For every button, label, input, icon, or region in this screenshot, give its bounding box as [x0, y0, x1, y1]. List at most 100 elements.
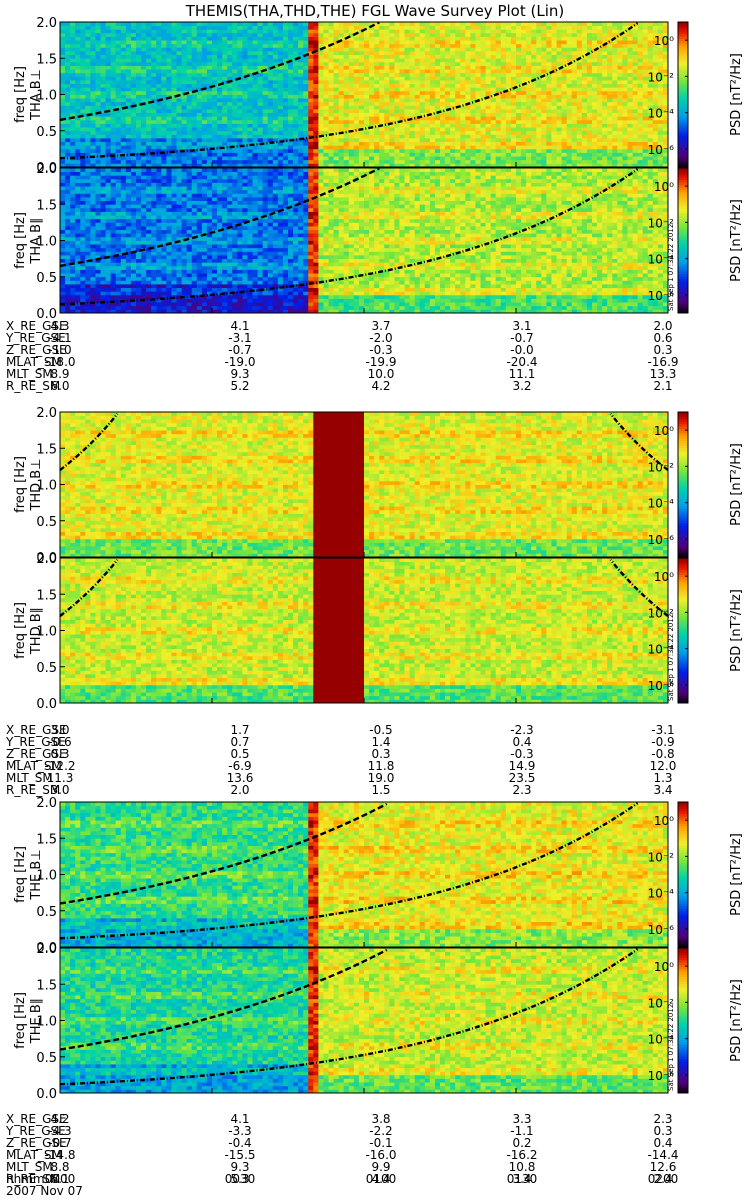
- spectrogram-cell: [500, 40, 507, 45]
- spectrogram-cell: [227, 116, 233, 121]
- spectrogram-cell: [440, 54, 446, 59]
- spectrogram-cell: [85, 29, 91, 34]
- spectrogram-cell: [328, 138, 334, 143]
- spectrogram-cell: [576, 130, 583, 135]
- spectrogram-cell: [267, 98, 274, 103]
- spectrogram-cell: [288, 116, 294, 121]
- spectrogram-cell: [561, 54, 568, 59]
- spectrogram-cell: [191, 54, 198, 59]
- spectrogram-cell: [151, 72, 157, 77]
- colorbar-segment: [678, 152, 688, 156]
- spectrogram-cell: [308, 72, 314, 77]
- spectrogram-cell: [125, 22, 132, 27]
- spectrogram-cell: [125, 138, 132, 143]
- spectrogram-cell: [257, 152, 264, 157]
- spectrogram-cell: [374, 112, 380, 117]
- spectrogram-cell: [465, 76, 471, 81]
- spectrogram-cell: [541, 105, 547, 110]
- spectrogram-cell: [237, 43, 243, 48]
- spectrogram-cell: [480, 98, 486, 103]
- spectrogram-cell: [364, 65, 370, 70]
- spectrogram-cell: [622, 159, 628, 164]
- spectrogram-cell: [500, 58, 507, 63]
- spectrogram-cell: [485, 148, 492, 153]
- spectrogram-cell: [338, 152, 345, 157]
- spectrogram-cell: [232, 32, 238, 37]
- spectrogram-cell: [434, 72, 441, 77]
- spectrogram-cell: [80, 141, 86, 146]
- spectrogram-cell: [267, 163, 274, 168]
- spectrogram-cell: [293, 72, 299, 77]
- spectrogram-cell: [592, 109, 598, 114]
- spectrogram-cell: [191, 90, 198, 95]
- spectrogram-cell: [551, 159, 557, 164]
- spectrogram-cell: [267, 127, 274, 132]
- spectrogram-cell: [282, 152, 289, 157]
- spectrogram-cell: [541, 148, 547, 153]
- spectrogram-cell: [206, 54, 213, 59]
- spectrogram-cell: [176, 47, 182, 52]
- spectrogram-cell: [288, 90, 294, 95]
- spectrogram-cell: [521, 141, 527, 146]
- spectrogram-cell: [222, 51, 228, 56]
- spectrogram-cell: [161, 90, 167, 95]
- spectrogram-cell: [440, 90, 446, 95]
- spectrogram-cell: [303, 127, 309, 132]
- spectrogram-cell: [151, 69, 157, 74]
- spectrogram-cell: [70, 280, 76, 285]
- spectrogram-cell: [247, 141, 253, 146]
- spectrogram-cell: [100, 148, 106, 153]
- spectrogram-cell: [561, 134, 568, 139]
- spectrogram-cell: [303, 61, 309, 66]
- spectrogram-cell: [237, 40, 243, 45]
- spectrogram-cell: [571, 156, 578, 161]
- spectrogram-cell: [181, 152, 188, 157]
- spectrogram-cell: [500, 138, 507, 143]
- spectrogram-cell: [551, 32, 557, 37]
- spectrogram-cell: [632, 134, 638, 139]
- spectrogram-cell: [247, 98, 253, 103]
- spectrogram-cell: [262, 47, 269, 52]
- spectrogram-cell: [141, 94, 147, 99]
- spectrogram-cell: [141, 109, 147, 114]
- spectrogram-cell: [495, 80, 502, 85]
- spectrogram-cell: [374, 83, 380, 88]
- spectrogram-cell: [196, 163, 203, 168]
- spectrogram-cell: [298, 65, 304, 70]
- colorbar-segment: [678, 138, 688, 141]
- spectrogram-cell: [60, 247, 66, 252]
- spectrogram-cell: [120, 69, 127, 74]
- spectrogram-cell: [358, 134, 365, 139]
- spectrogram-cell: [308, 90, 314, 95]
- spectrogram-cell: [348, 76, 355, 81]
- spectrogram-cell: [146, 80, 152, 85]
- spectrogram-cell: [632, 127, 638, 132]
- spectrogram-cell: [652, 69, 659, 74]
- spectrogram-cell: [516, 101, 522, 106]
- spectrogram-cell: [622, 94, 628, 99]
- spectrogram-cell: [323, 112, 329, 117]
- spectrogram-cell: [374, 72, 380, 77]
- spectrogram-cell: [617, 51, 623, 56]
- spectrogram-cell: [399, 29, 405, 34]
- spectrogram-cell: [490, 61, 497, 66]
- spectrogram-cell: [445, 83, 451, 88]
- spectrogram-cell: [136, 101, 142, 106]
- spectrogram-cell: [576, 109, 583, 114]
- spectrogram-cell: [277, 127, 284, 132]
- spectrogram-cell: [399, 105, 405, 110]
- spectrogram-cell: [414, 98, 421, 103]
- spectrogram-cell: [602, 40, 608, 45]
- spectrogram-cell: [409, 76, 416, 81]
- spectrogram-cell: [328, 156, 334, 161]
- spectrogram-cell: [70, 127, 76, 132]
- spectrogram-cell: [146, 58, 152, 63]
- spectrogram-cell: [267, 109, 274, 114]
- spectrogram-cell: [404, 32, 410, 37]
- spectrogram-cell: [510, 141, 517, 146]
- spectrogram-cell: [475, 138, 481, 143]
- spectrogram-cell: [556, 116, 562, 121]
- spectrogram-cell: [434, 83, 441, 88]
- spectrogram-cell: [526, 94, 532, 99]
- spectrogram-cell: [262, 156, 269, 161]
